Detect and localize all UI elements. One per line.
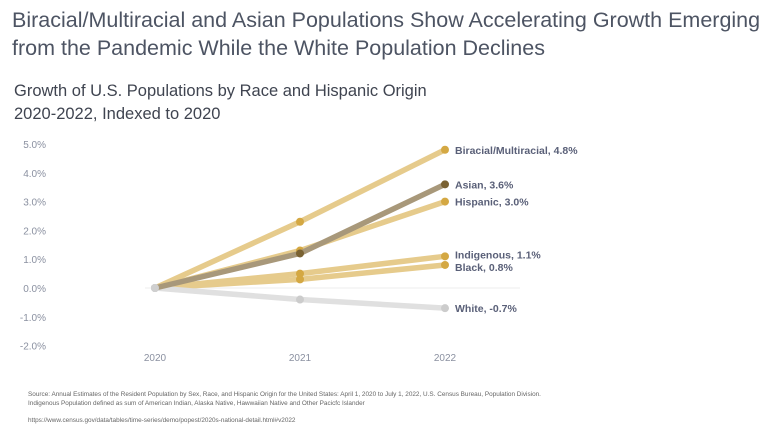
data-point bbox=[296, 295, 304, 304]
y-tick-label: 5.0% bbox=[23, 140, 46, 151]
chart-title: Biracial/Multiracial and Asian Populatio… bbox=[12, 8, 761, 60]
data-point bbox=[441, 252, 449, 261]
series-end-label: Biracial/Multiracial, 4.8% bbox=[455, 145, 578, 157]
chart-subtitle: Growth of U.S. Populations by Race and H… bbox=[14, 80, 427, 126]
data-point bbox=[441, 180, 449, 189]
x-tick-label: 2022 bbox=[434, 353, 457, 364]
source-line-2: Indigenous Population defined as sum of … bbox=[28, 399, 365, 407]
data-point bbox=[441, 197, 449, 206]
data-point bbox=[151, 284, 159, 292]
source-url: https://www.census.gov/data/tables/time-… bbox=[28, 417, 296, 424]
series-end-label: Black, 0.8% bbox=[455, 262, 513, 274]
x-tick-label: 2021 bbox=[289, 353, 312, 364]
subtitle-line-1: Growth of U.S. Populations by Race and H… bbox=[14, 82, 427, 100]
data-point bbox=[296, 249, 304, 258]
series-end-label: White, -0.7% bbox=[455, 303, 518, 315]
source-line-1: Source: Annual Estimates of the Resident… bbox=[28, 391, 541, 398]
y-tick-label: 1.0% bbox=[23, 255, 46, 266]
y-tick-label: 4.0% bbox=[23, 169, 46, 180]
x-tick-label: 2020 bbox=[144, 353, 167, 364]
data-point bbox=[441, 260, 449, 269]
data-point bbox=[296, 217, 304, 226]
y-tick-label: 3.0% bbox=[23, 198, 46, 209]
data-point bbox=[441, 304, 449, 313]
series-end-label: Indigenous, 1.1% bbox=[455, 249, 541, 261]
data-point bbox=[296, 269, 304, 278]
y-tick-label: -1.0% bbox=[20, 313, 46, 324]
series-end-label: Hispanic, 3.0% bbox=[455, 197, 529, 209]
subtitle-line-2: 2020-2022, Indexed to 2020 bbox=[14, 105, 221, 123]
y-tick-label: 2.0% bbox=[23, 226, 46, 237]
source-note: Source: Annual Estimates of the Resident… bbox=[28, 391, 541, 408]
series-asian bbox=[151, 180, 449, 292]
series-end-label: Asian, 3.6% bbox=[455, 179, 514, 191]
data-point bbox=[296, 275, 304, 284]
y-tick-label: 0.0% bbox=[23, 284, 46, 295]
data-point bbox=[441, 145, 449, 154]
y-tick-label: -2.0% bbox=[20, 342, 46, 353]
